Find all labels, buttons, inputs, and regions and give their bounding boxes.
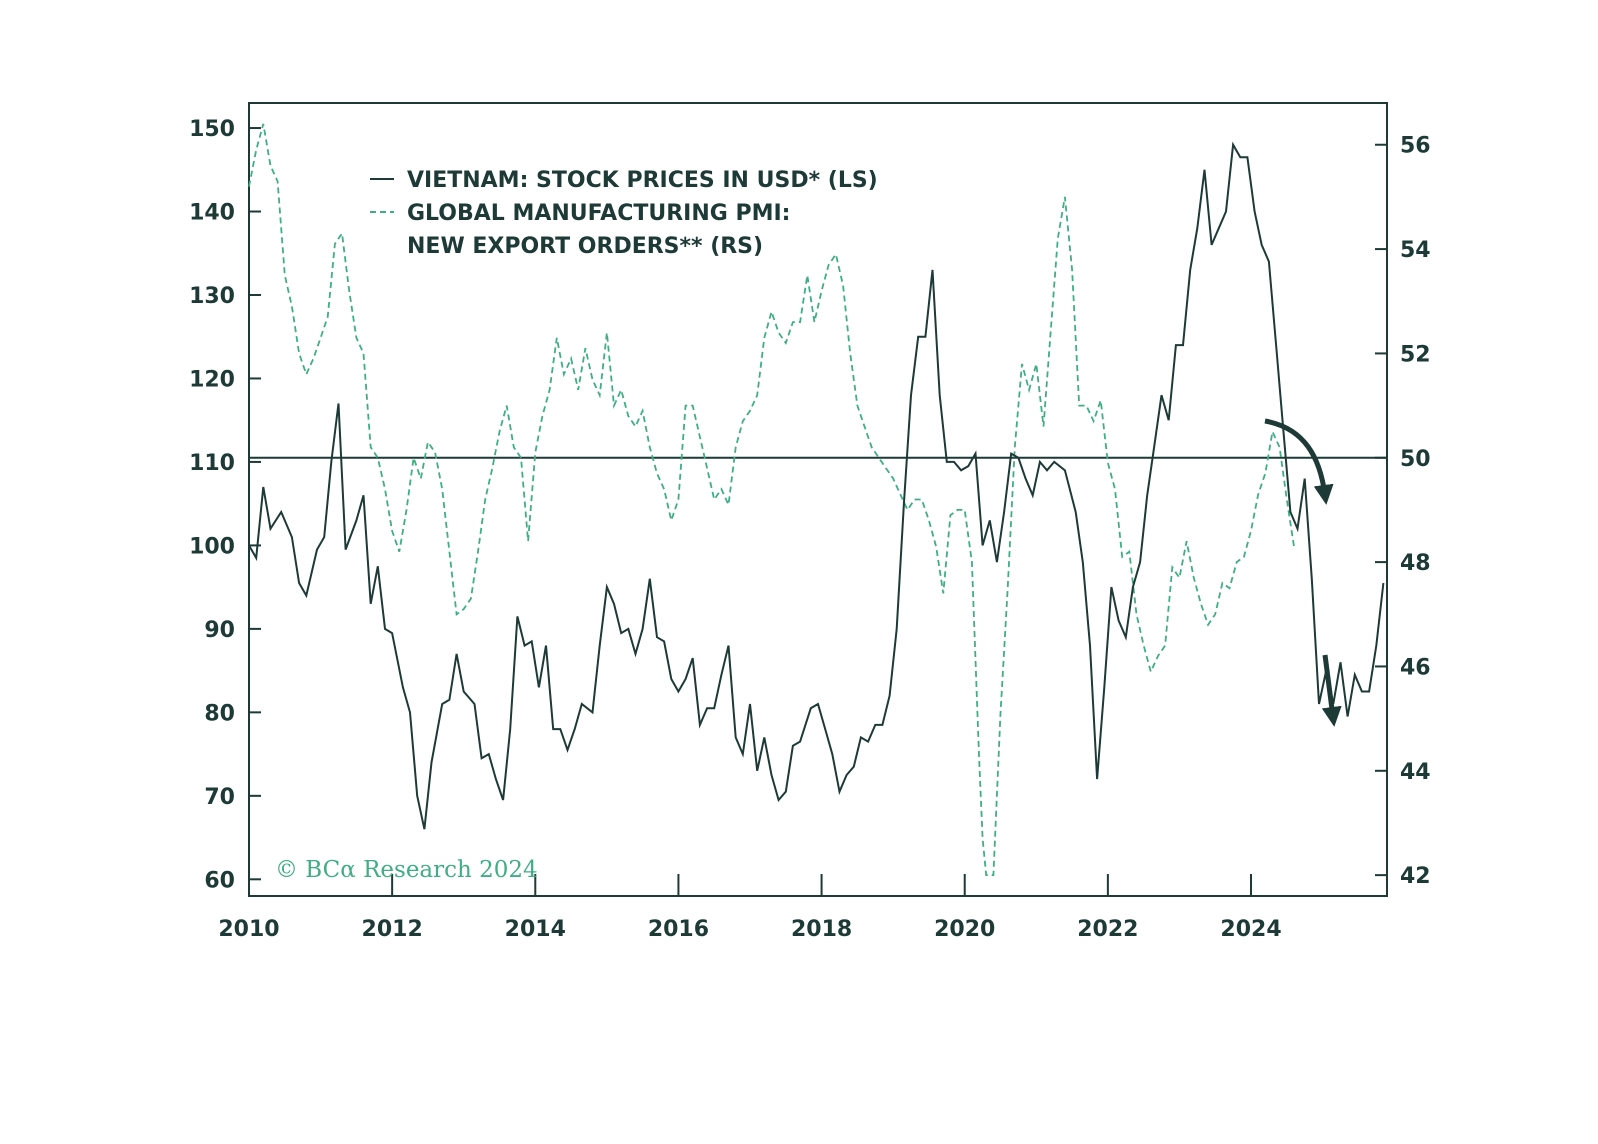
y-right-tick-label-54: 54 [1400,238,1431,263]
y-left-tick-label-70: 70 [204,785,235,810]
x-tick-label-2012: 2012 [362,917,423,942]
plot-frame [248,102,1388,897]
legend-label-stock: VIETNAM: STOCK PRICES IN USD* (LS) [407,168,878,193]
y-left-tick-label-120: 120 [189,367,235,392]
series-line-pmi-new-export-orders [248,123,1295,876]
chart-axes: 60 70 80 90 100 110 120 130 140 150 42 44 46 48 50 52 54… [189,117,1431,942]
y-left-tick-label-140: 140 [189,201,235,226]
y-left-tick-label-150: 150 [189,117,235,142]
y-left-tick-label-90: 90 [204,618,235,643]
y-left-tick-label-130: 130 [189,284,235,309]
y-right-tick-label-46: 46 [1400,655,1431,680]
x-tick-label-2018: 2018 [791,917,852,942]
x-tick-label-2014: 2014 [505,917,566,942]
legend-label-pmi-line1: GLOBAL MANUFACTURING PMI: [407,201,790,226]
legend-label-pmi-line2: NEW EXPORT ORDERS** (RS) [407,234,763,259]
arrow-down-icon [1321,654,1342,727]
y-right-tick-label-56: 56 [1400,134,1431,159]
x-tick-label-2020: 2020 [934,917,995,942]
chart-legend: VIETNAM: STOCK PRICES IN USD* (LS) GLOBA… [370,168,878,259]
y-right-tick-label-50: 50 [1400,447,1431,472]
y-left-tick-label-100: 100 [189,534,235,559]
series-line-vietnam-stock-prices [248,141,1385,830]
y-right-tick-label-42: 42 [1400,864,1431,889]
y-left-tick-label-80: 80 [204,701,235,726]
x-tick-label-2010: 2010 [218,917,279,942]
chart-annotations [1264,418,1342,727]
x-tick-label-2022: 2022 [1077,917,1138,942]
y-right-tick-label-44: 44 [1400,760,1431,785]
y-left-tick-label-60: 60 [204,868,235,893]
credit-text: © BCα Research 2024 [275,857,538,883]
x-tick-label-2016: 2016 [648,917,709,942]
curved-arrow-down-icon [1264,418,1334,505]
y-right-tick-label-52: 52 [1400,342,1431,367]
y-right-tick-label-48: 48 [1400,551,1431,576]
x-tick-label-2024: 2024 [1220,917,1281,942]
chart-series [248,123,1385,876]
y-left-tick-label-110: 110 [189,451,235,476]
